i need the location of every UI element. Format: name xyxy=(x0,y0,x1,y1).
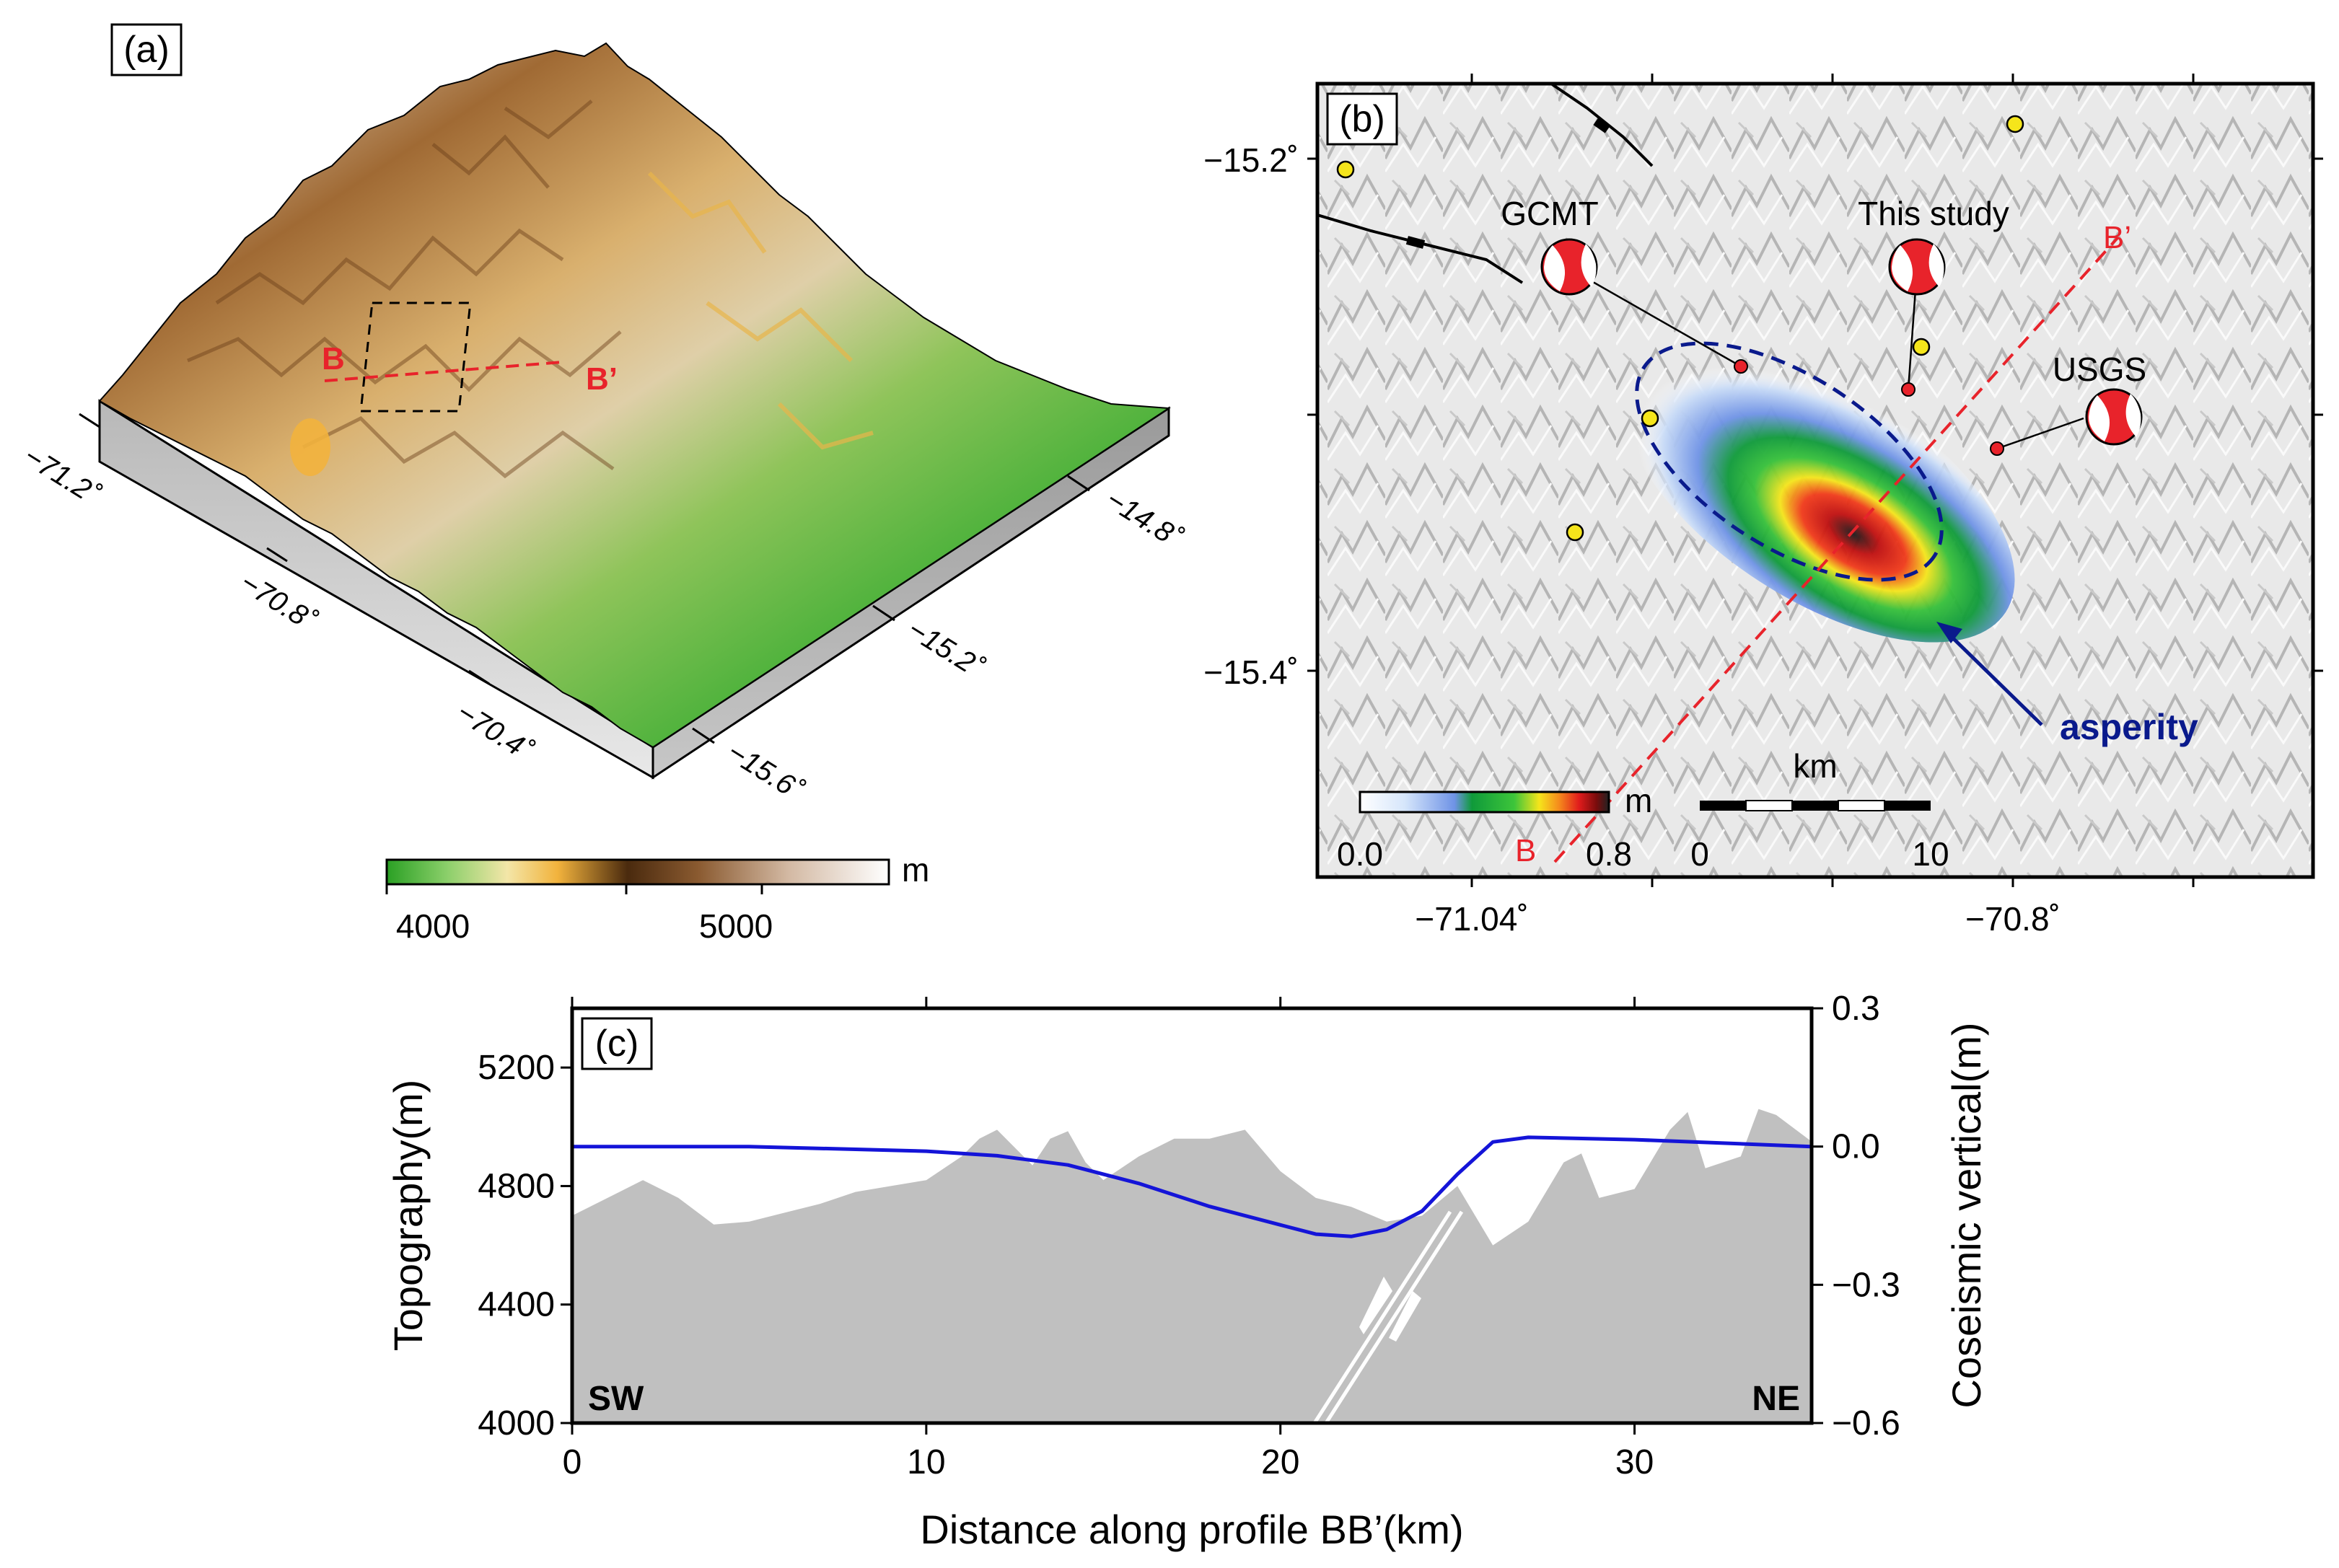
fault-sketch xyxy=(1312,1210,1464,1424)
fault-trace-west xyxy=(1317,213,1524,284)
asperity-arrowhead xyxy=(1936,622,1962,643)
y-tick-label: 5200 xyxy=(478,1049,555,1087)
x-tick-label: 20 xyxy=(1261,1443,1299,1481)
lat-tick-b-1: −15.2˚ xyxy=(1203,141,1299,179)
panel-a-label-box xyxy=(110,23,183,76)
station-5 xyxy=(1566,523,1584,542)
lake xyxy=(290,418,330,476)
profile-end-label-a: B’ xyxy=(586,361,618,397)
station-3 xyxy=(1912,338,1931,356)
asperity-arrow xyxy=(1947,632,2043,726)
lon-tick-a-1: −71.2˚ xyxy=(18,440,105,511)
panel-a: (a) B B’ −71.2˚ −70.8˚ −70.4˚ −14.8˚ −15… xyxy=(18,23,1188,945)
topography-area xyxy=(572,1109,1812,1423)
asperity-contour xyxy=(1635,341,1944,582)
station-1 xyxy=(1336,160,1355,179)
panel-b-label-box xyxy=(1326,92,1398,146)
asperity-label: asperity xyxy=(2060,707,2198,747)
lat-tick-b-2: −15.4˚ xyxy=(1203,653,1299,691)
epicenter-this-study xyxy=(1901,382,1915,397)
profile-end-label-b: B’ xyxy=(2103,220,2131,255)
fault-mark-north xyxy=(1593,118,1610,133)
panel-b: GCMT This study USGS B’ B asperity (b) 0… xyxy=(1203,74,2323,938)
station-4 xyxy=(1641,409,1659,428)
topo-colorbar-tick-1: 4000 xyxy=(396,907,470,945)
panel-c: 0 10 20 30 4000 4400 4800 5200 −0.6 −0.3 0.0 0.3 (c… xyxy=(385,990,1989,1552)
slip-distribution xyxy=(1621,338,2015,643)
panel-a-label: (a) xyxy=(123,29,170,71)
y2-tick-label: −0.3 xyxy=(1832,1266,1900,1304)
lon-tick-a-3: −70.4˚ xyxy=(451,696,538,767)
epicenter-usgs xyxy=(1990,441,2004,456)
y-tick-label: 4400 xyxy=(478,1286,555,1324)
scale-bar-min: 0 xyxy=(1690,835,1709,873)
beachball-gcmt xyxy=(1540,238,1598,296)
sw-label: SW xyxy=(588,1380,644,1418)
dem-ridge-texture xyxy=(187,100,622,479)
x-tick-label: 30 xyxy=(1615,1443,1654,1481)
x-axis-label: Distance along profile BB’(km) xyxy=(920,1507,1463,1552)
y-tick-label: 4800 xyxy=(478,1167,555,1205)
y-axis-label: Topography(m) xyxy=(385,1080,431,1352)
lat-tick-a-3: −15.6˚ xyxy=(721,736,809,806)
y2-axis-label: Coseismic vertical(m) xyxy=(1944,1022,1989,1408)
lon-tick-b-2: −70.8˚ xyxy=(1965,900,2061,938)
station-2 xyxy=(2006,115,2024,133)
y2-tick-label: −0.6 xyxy=(1832,1404,1900,1443)
lon-tick-b-1: −71.04˚ xyxy=(1415,900,1528,938)
beachball-usgs xyxy=(2085,388,2143,446)
panel-c-label-box xyxy=(581,1017,653,1070)
topo-colorbar-unit: m xyxy=(902,851,929,889)
dem-block xyxy=(98,42,1172,780)
dem-surface xyxy=(98,42,1172,749)
topo-colorbar xyxy=(385,858,890,886)
coseismic-vertical-line xyxy=(572,1135,1812,1238)
ne-label: NE xyxy=(1752,1380,1800,1418)
x-tick-label: 10 xyxy=(907,1443,945,1481)
panel-c-label: (c) xyxy=(595,1023,639,1065)
beachball-this-study xyxy=(1888,238,1946,296)
mechanism-label-this-study: This study xyxy=(1858,195,2009,232)
lat-tick-a-2: −15.2˚ xyxy=(902,613,989,684)
y-tick-label: 4000 xyxy=(478,1404,555,1443)
mechanism-label-gcmt: GCMT xyxy=(1501,195,1598,232)
mechanism-label-usgs: USGS xyxy=(2053,351,2146,388)
fault-mark-west xyxy=(1405,236,1426,249)
slip-colorbar-unit: m xyxy=(1625,782,1652,819)
scale-bar-unit: km xyxy=(1793,747,1837,785)
slip-colorbar-min: 0.0 xyxy=(1337,835,1383,873)
slip-colorbar xyxy=(1359,790,1610,814)
dem-valley-texture xyxy=(647,171,874,450)
profile-bb-line-b xyxy=(1553,237,2119,863)
y2-tick-label: 0.3 xyxy=(1832,990,1880,1028)
lat-tick-a-1: −14.8˚ xyxy=(1100,483,1188,554)
slip-colorbar-max: 0.8 xyxy=(1586,835,1632,873)
profile-frame xyxy=(570,1006,1814,1425)
epicenter-gcmt xyxy=(1734,359,1748,374)
profile-start-label-a: B xyxy=(322,341,345,376)
scale-bar-max: 10 xyxy=(1912,835,1949,873)
y2-tick-label: 0.0 xyxy=(1832,1128,1880,1166)
map-frame xyxy=(1315,82,2315,879)
fault-trace-north xyxy=(1550,84,1654,167)
topo-colorbar-tick-2: 5000 xyxy=(699,907,773,945)
profile-start-label-b: B xyxy=(1515,833,1536,868)
scale-bar xyxy=(1700,800,1931,811)
panel-b-label: (b) xyxy=(1339,98,1385,140)
x-tick-label: 0 xyxy=(563,1443,582,1481)
